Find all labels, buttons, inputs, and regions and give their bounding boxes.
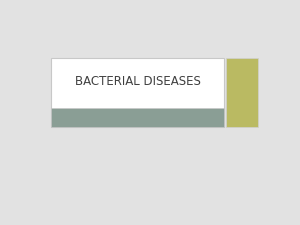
Bar: [52, 108, 223, 128]
Text: BACTERIAL DISEASES: BACTERIAL DISEASES: [74, 75, 200, 88]
Bar: [226, 58, 258, 128]
Bar: [52, 58, 223, 128]
